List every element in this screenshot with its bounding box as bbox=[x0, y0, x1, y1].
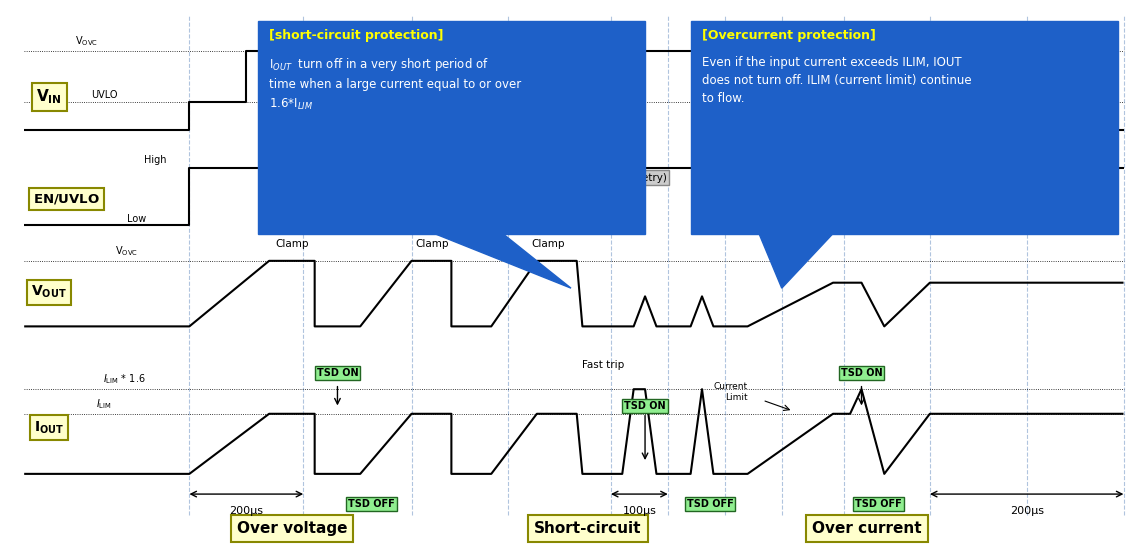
Text: Current
Limit: Current Limit bbox=[714, 382, 748, 402]
Polygon shape bbox=[434, 233, 571, 288]
Text: $I_{\mathregular{LIM}}$: $I_{\mathregular{LIM}}$ bbox=[96, 397, 112, 411]
Text: 200µs: 200µs bbox=[230, 506, 264, 516]
Text: TSD ON: TSD ON bbox=[625, 401, 666, 411]
Text: TSD OFF: TSD OFF bbox=[686, 499, 733, 509]
Text: Over current: Over current bbox=[812, 521, 922, 536]
Text: TSD OFF: TSD OFF bbox=[348, 499, 395, 509]
Text: $\mathbf{V_{IN}}$: $\mathbf{V_{IN}}$ bbox=[37, 88, 62, 107]
Text: [short-circuit protection]: [short-circuit protection] bbox=[270, 29, 443, 42]
Text: Clamp: Clamp bbox=[275, 239, 308, 249]
Text: $\mathbf{V_{OUT}}$: $\mathbf{V_{OUT}}$ bbox=[32, 284, 67, 300]
Text: High: High bbox=[144, 155, 167, 165]
Text: Low: Low bbox=[127, 214, 146, 223]
Text: TSD ON: TSD ON bbox=[841, 368, 883, 378]
Text: I$_{OUT}$  turn off in a very short period of
time when a large current equal to: I$_{OUT}$ turn off in a very short perio… bbox=[270, 56, 522, 111]
Text: [Overcurrent protection]: [Overcurrent protection] bbox=[702, 29, 876, 42]
Polygon shape bbox=[759, 233, 833, 288]
Text: TSD OFF: TSD OFF bbox=[855, 499, 902, 509]
FancyBboxPatch shape bbox=[691, 20, 1118, 233]
Text: Even if the input current exceeds ILIM, IOUT
does not turn off. ILIM (current li: Even if the input current exceeds ILIM, … bbox=[702, 56, 972, 105]
Text: TSD cycle (Retry): TSD cycle (Retry) bbox=[361, 173, 451, 183]
Text: 200µs: 200µs bbox=[1010, 506, 1044, 516]
Text: cycle (Retry): cycle (Retry) bbox=[601, 173, 667, 183]
Text: TSD ON: TSD ON bbox=[316, 368, 359, 378]
Text: UVLO: UVLO bbox=[90, 90, 118, 100]
Text: Clamp: Clamp bbox=[531, 239, 565, 249]
Text: $\mathbf{EN/UVLO}$: $\mathbf{EN/UVLO}$ bbox=[33, 192, 99, 206]
Text: Fast trip: Fast trip bbox=[582, 360, 625, 370]
Text: Short-circuit: Short-circuit bbox=[534, 521, 642, 536]
Text: Over voltage: Over voltage bbox=[236, 521, 347, 536]
FancyBboxPatch shape bbox=[258, 20, 645, 233]
Text: 100µs: 100µs bbox=[622, 506, 657, 516]
Text: TSD      (Retry): TSD (Retry) bbox=[778, 173, 854, 183]
Text: $\mathbf{I_{OUT}}$: $\mathbf{I_{OUT}}$ bbox=[34, 419, 64, 436]
Text: Clamp: Clamp bbox=[416, 239, 449, 249]
Text: V$_{\mathregular{OVC}}$: V$_{\mathregular{OVC}}$ bbox=[75, 35, 98, 48]
Text: V$_{\mathregular{OVC}}$: V$_{\mathregular{OVC}}$ bbox=[115, 244, 138, 258]
Text: $I_{\mathregular{LIM}}$ * 1.6: $I_{\mathregular{LIM}}$ * 1.6 bbox=[103, 373, 146, 386]
